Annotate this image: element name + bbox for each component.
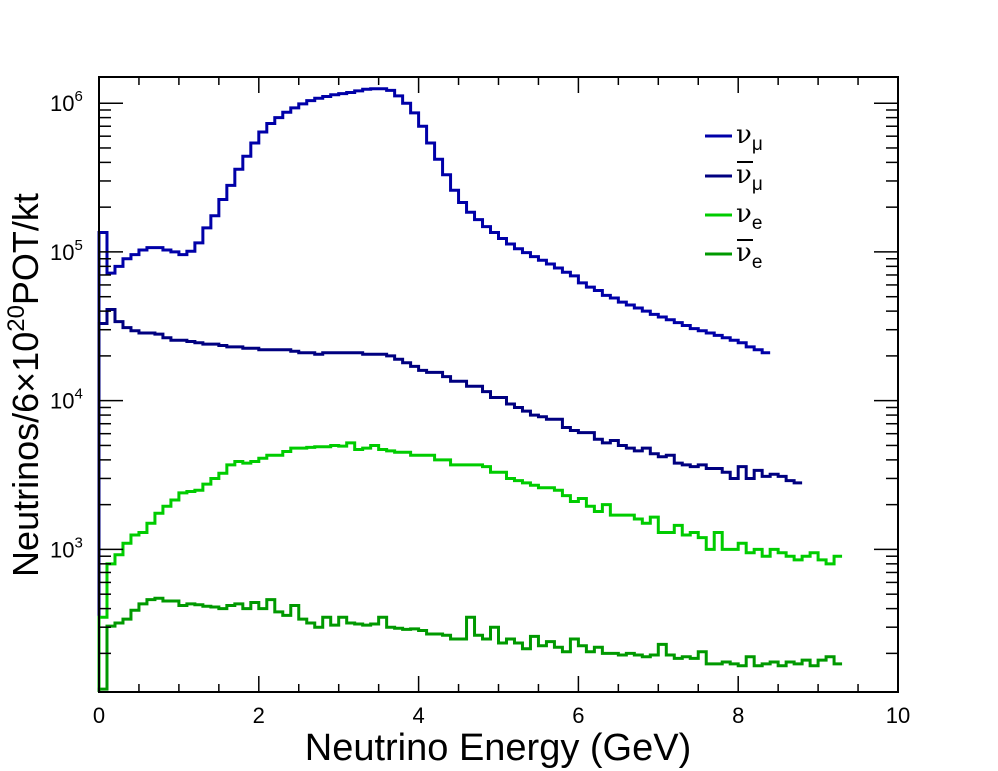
x-tick-label: 2 (253, 703, 265, 728)
series-line-3 (97, 596, 843, 692)
x-tick-label: 6 (572, 703, 584, 728)
tick-layer (98, 77, 899, 692)
y-tick-label: 104 (50, 386, 83, 414)
x-tick-label: 0 (93, 703, 105, 728)
x-axis-title: Neutrino Energy (GeV) (305, 727, 692, 769)
y-tick-label: 105 (50, 237, 83, 265)
series-line-2 (97, 441, 843, 692)
y-tick-label: 103 (50, 534, 83, 562)
legend-label: νe (736, 199, 762, 234)
series-line-1 (97, 308, 803, 692)
series-line-0 (97, 87, 771, 692)
x-tick-label: 10 (886, 703, 910, 728)
legend: νμ νμ νe νe (705, 120, 763, 273)
y-tick-label: 106 (50, 88, 83, 116)
x-tick-label: 4 (412, 703, 424, 728)
legend-label: νμ (736, 160, 763, 195)
legend-label: νe (736, 238, 762, 273)
x-tick-label: 8 (732, 703, 744, 728)
y-axis-title: Neutrinos/6×1020POT/kt (3, 193, 46, 577)
plot-frame (98, 76, 899, 693)
label-layer: 0 2 4 6 8 10 103 104 105 106 Neutrino Energy (GeV)… (3, 88, 910, 769)
legend-label: νμ (736, 120, 763, 155)
series-layer (97, 87, 843, 692)
